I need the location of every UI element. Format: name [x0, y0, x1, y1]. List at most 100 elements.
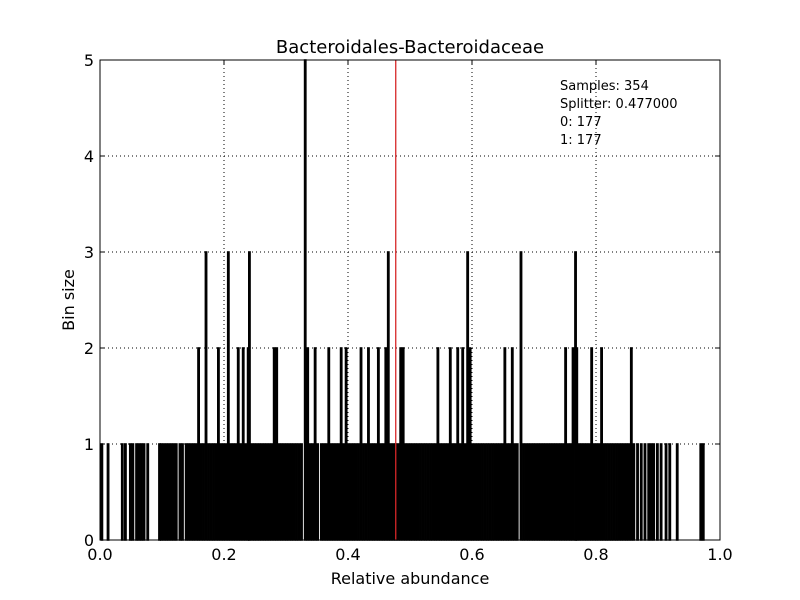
histogram-bar: [612, 443, 616, 541]
histogram-bar: [178, 443, 182, 541]
histogram-bar: [272, 347, 276, 541]
histogram-bar: [334, 443, 338, 541]
histogram-bar: [280, 443, 284, 541]
histogram-bar: [524, 443, 528, 541]
histogram-bar: [362, 443, 365, 541]
histogram-bar: [374, 443, 378, 541]
histogram-bar: [577, 443, 581, 541]
histogram-bar: [580, 443, 584, 541]
histogram-bar: [466, 251, 470, 541]
histogram-bar: [551, 443, 555, 541]
histogram-bar: [564, 347, 568, 541]
histogram-bar: [197, 347, 201, 541]
histogram-bar: [181, 443, 184, 541]
histogram-bar: [478, 443, 482, 541]
histogram-bar: [643, 443, 647, 541]
histogram-bar: [513, 443, 517, 541]
histogram-bar: [303, 59, 307, 541]
histogram-bar: [311, 443, 315, 541]
histogram-bar: [519, 251, 523, 541]
y-tick-label: 3: [84, 243, 94, 262]
histogram-bar: [436, 347, 440, 541]
histogram-bar: [234, 443, 238, 541]
annotation-class-1: 1: 177: [560, 133, 602, 148]
histogram-bar: [167, 443, 171, 541]
histogram-bar: [647, 443, 651, 541]
histogram-bar: [463, 443, 467, 541]
histogram-bar: [164, 443, 168, 541]
histogram-bar: [100, 443, 104, 541]
histogram-bar: [262, 443, 266, 541]
annotation-splitter: Splitter: 0.477000: [560, 97, 678, 112]
histogram-bar: [458, 443, 462, 541]
histogram-bar: [541, 443, 545, 541]
histogram-bar: [354, 443, 358, 541]
histogram-bar: [610, 443, 613, 541]
histogram-bar: [575, 347, 579, 541]
annotation-box: Samples: 354 Splitter: 0.477000 0: 177 1…: [560, 79, 678, 148]
histogram-bar: [260, 443, 264, 541]
histogram-bar: [561, 443, 565, 541]
histogram-bar: [244, 443, 248, 541]
histogram-bar: [495, 443, 499, 541]
histogram-bar: [510, 347, 514, 541]
histogram-bar: [582, 443, 586, 541]
x-tick-label: 0.0: [87, 545, 112, 564]
histogram-bar: [236, 347, 240, 541]
histogram-bar: [441, 443, 445, 541]
histogram-bar: [554, 443, 558, 541]
histogram-bar: [352, 443, 355, 541]
histogram-bar: [158, 443, 161, 541]
histogram-bar: [194, 443, 198, 541]
histogram-bar: [515, 443, 519, 541]
histogram-bar: [219, 443, 223, 541]
histogram-bar: [585, 443, 589, 541]
histogram-bar: [169, 443, 173, 541]
histogram-bar: [379, 443, 383, 541]
x-tick-label: 1.0: [707, 545, 732, 564]
histogram-bar: [500, 443, 504, 541]
histogram-bar: [159, 443, 163, 541]
histogram-bar: [308, 443, 312, 541]
histogram-bar: [443, 443, 447, 541]
histogram-bar: [468, 347, 472, 541]
annotation-class-0: 0: 177: [560, 115, 602, 130]
histogram-bar: [600, 347, 604, 541]
histogram-bar: [639, 443, 643, 541]
histogram-bar: [559, 443, 563, 541]
histogram-bar: [508, 443, 512, 541]
histogram-bar: [549, 443, 553, 541]
histogram-bar: [282, 443, 286, 541]
histogram-bar: [359, 347, 363, 541]
histogram-bar: [486, 443, 489, 541]
x-axis-label: Relative abundance: [331, 569, 490, 588]
histogram-bar: [424, 443, 427, 541]
histogram-bar: [421, 443, 425, 541]
histogram-bar: [209, 443, 213, 541]
histogram-bar: [381, 443, 385, 541]
histogram-bar: [491, 443, 494, 541]
histogram-bar: [319, 443, 323, 541]
histogram-bar: [287, 443, 291, 541]
histogram-bar: [277, 443, 281, 541]
histogram-bar: [629, 347, 633, 541]
histogram-bar: [120, 443, 124, 541]
histogram-bar: [396, 443, 400, 541]
histogram-bar: [655, 443, 659, 541]
histogram-bar: [250, 443, 254, 541]
histogram-bar: [369, 443, 373, 541]
x-tick-label: 0.4: [335, 545, 360, 564]
histogram-bar: [406, 443, 410, 541]
histogram-bar: [399, 347, 403, 541]
histogram-bar: [476, 443, 479, 541]
annotation-samples: Samples: 354: [560, 79, 649, 94]
histogram-bar: [438, 443, 442, 541]
histogram-bar: [137, 443, 141, 541]
histogram-bar: [146, 443, 150, 541]
histogram-bar: [526, 443, 530, 541]
histogram-bar: [456, 347, 460, 541]
histogram-bar: [536, 443, 540, 541]
histogram-bar: [699, 443, 703, 541]
histogram-bar: [224, 443, 228, 541]
histogram-bar: [376, 347, 380, 541]
